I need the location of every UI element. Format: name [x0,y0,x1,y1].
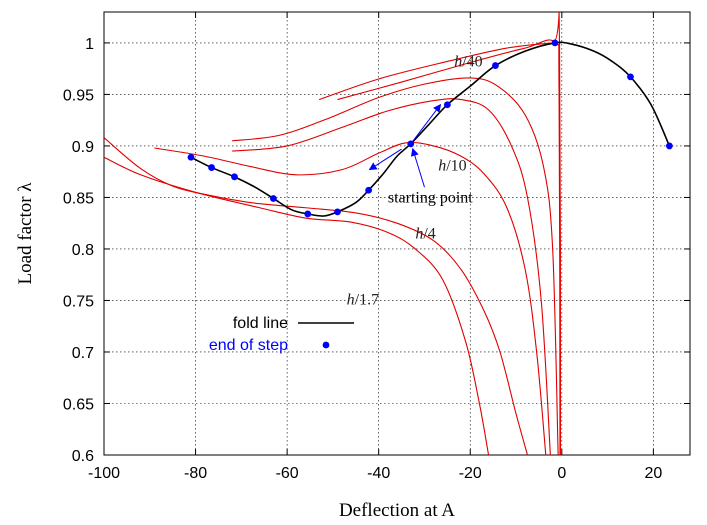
legend: fold line end of step [209,315,354,354]
y-tick-label: 1 [85,36,94,53]
y-tick-label: 0.75 [63,293,94,310]
end-of-step-point [665,142,673,150]
y-tick-label: 0.7 [72,345,94,362]
end-of-step-point [551,39,559,47]
y-tick-label: 0.9 [72,139,94,156]
end-of-step-point [208,164,215,171]
end-of-step-point [304,210,312,218]
x-tick-label: -60 [276,465,299,482]
legend-end-of-step-marker [322,341,330,349]
starting-point-label: starting point [388,190,473,207]
x-tick-label: -40 [367,465,390,482]
end-of-step-point [334,208,341,216]
curve-label: h/4 [415,226,435,243]
direction-arrow [368,148,402,171]
curve-label: h/1.7 [347,292,379,309]
legend-fold-line-label: fold line [233,315,288,332]
end-of-step-point [627,73,634,81]
legend-end-of-step-label: end of step [209,337,288,354]
points-layer [187,39,673,218]
x-tick-label: -100 [88,465,120,482]
equilibrium-path-2 [318,12,561,455]
equilibrium-path-5 [232,98,551,455]
labels-layer: h/40 h/10 h/4 h/1.7 starting point [347,54,483,309]
plot-frame [103,11,691,456]
equilibrium-path-6 [154,141,547,455]
y-tick-label: 0.8 [72,242,94,259]
axes: -100 -80 -60 -40 -20 0 20 0.6 0.65 0.7 0.75 0.8 0.85… [63,11,691,482]
starting-point-pointer [410,147,425,188]
equilibrium-path-4 [232,77,559,455]
y-tick-label: 0.65 [63,396,94,413]
x-axis-label: Deflection at A [339,500,455,521]
y-tick-label: 0.95 [63,87,94,104]
x-tick-label: -80 [184,465,207,482]
curve-label: h/10 [438,158,466,175]
end-of-step-point [231,173,238,181]
equilibrium-path-3 [337,39,561,455]
end-of-step-point [269,195,277,202]
series-layer [104,12,671,455]
end-of-step-point [443,101,451,109]
y-tick-label: 0.6 [72,448,94,465]
direction-arrow [410,103,442,145]
x-tick-label: 20 [644,465,662,482]
x-tick-label: -20 [459,465,482,482]
equilibrium-path-8 [104,156,490,455]
y-axis-label: Load factor λ [15,182,36,285]
y-tick-label: 0.85 [63,190,94,207]
equilibrium-path-7 [104,137,529,455]
curve-label: h/40 [454,54,482,71]
grid [103,12,690,456]
end-of-step-point [187,153,195,161]
x-tick-label: 0 [557,465,566,482]
end-of-step-point [492,62,499,69]
end-of-step-point [365,186,373,194]
